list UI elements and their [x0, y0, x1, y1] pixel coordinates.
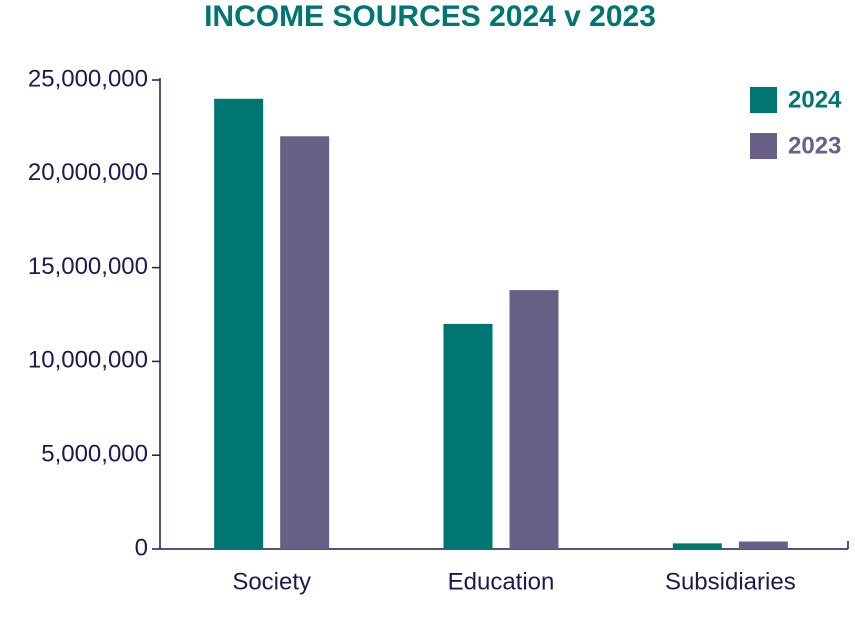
- bar: [672, 543, 722, 549]
- x-tick-label: Society: [232, 568, 311, 595]
- y-tick-label: 5,000,000: [41, 441, 148, 468]
- chart-title: INCOME SOURCES 2024 v 2023: [204, 0, 656, 33]
- y-tick-label: 25,000,000: [28, 65, 148, 92]
- bar: [214, 98, 264, 549]
- x-tick-label: Education: [448, 568, 555, 595]
- bar: [443, 323, 493, 549]
- y-tick-label: 10,000,000: [28, 347, 148, 374]
- y-tick-label: 20,000,000: [28, 159, 148, 186]
- bar: [509, 290, 559, 549]
- bar: [738, 541, 788, 549]
- y-tick-label: 15,000,000: [28, 253, 148, 280]
- legend-label: 2024: [788, 86, 842, 113]
- bar: [280, 136, 330, 549]
- legend-swatch: [750, 87, 777, 113]
- y-tick-label: 0: [135, 534, 148, 561]
- legend-label: 2023: [788, 132, 841, 159]
- x-tick-label: Subsidiaries: [665, 568, 796, 595]
- legend-swatch: [750, 133, 777, 159]
